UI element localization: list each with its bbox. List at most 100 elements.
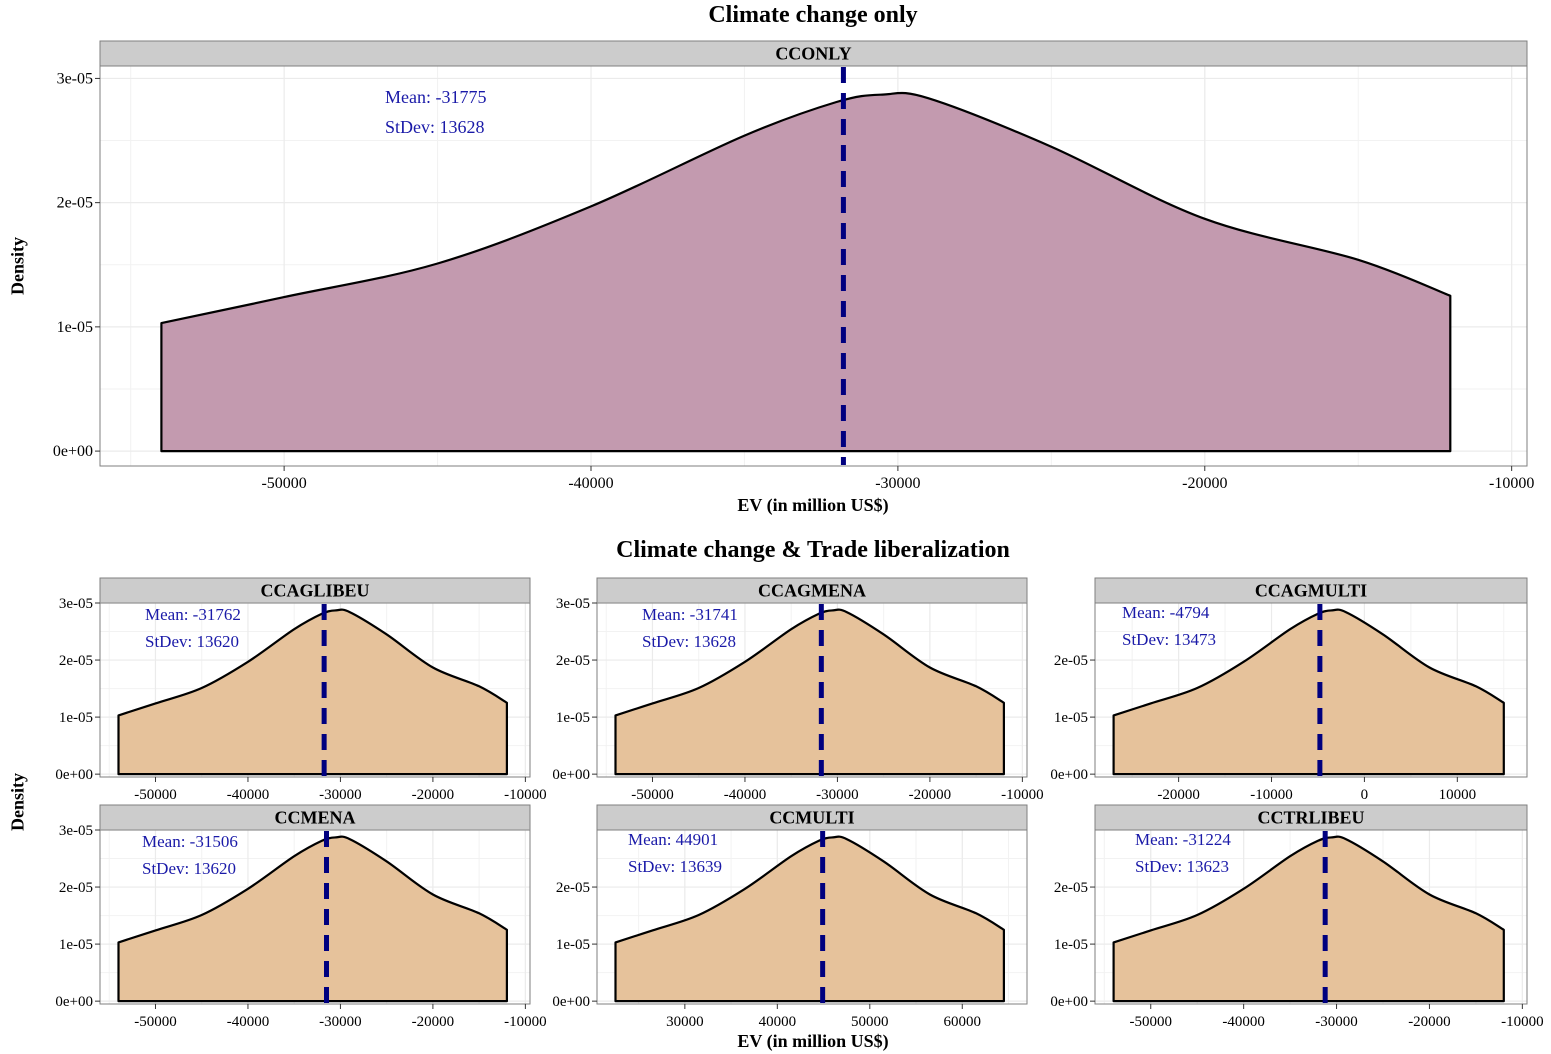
y-tick-label: 0e+00 (53, 443, 93, 460)
y-tick-label: 1e-05 (556, 710, 590, 726)
x-tick-label: -20000 (909, 787, 952, 803)
x-tick-label: -50000 (134, 1014, 177, 1030)
top-x-axis-title: EV (in million US$) (737, 495, 889, 515)
stdev-label-ccagmena: StDev: 13628 (642, 632, 736, 651)
strip-label-ccmulti: CCMULTI (769, 808, 854, 828)
panel-border-ccaglibeu (99, 602, 531, 778)
x-tick-label: -40000 (1222, 1014, 1265, 1030)
panel-cctrlibeu: CCTRLIBEU Mean: -31224 StDev: 13623 0e+00 1e… (1050, 804, 1544, 1030)
strip-label-ccagmena: CCAGMENA (758, 581, 866, 601)
x-tick-label: -40000 (568, 475, 613, 492)
panel-ccmulti: CCMULTI Mean: 44901 StDev: 13639 0e+00 1e-05… (552, 804, 1028, 1030)
strip-label-ccaglibeu: CCAGLIBEU (260, 581, 369, 601)
x-tick-label: 10000 (1439, 787, 1477, 803)
panel-cconly: CCONLY Mean: -31775 StDev: 13628 0e+00 1e-05… (53, 40, 1534, 492)
x-tick-label: 50000 (851, 1014, 889, 1030)
strip-ccmena (99, 804, 531, 831)
panel-border-ccagmulti (1094, 602, 1528, 778)
x-tick-label: -20000 (1182, 475, 1227, 492)
panel-ccagmena: CCAGMENA Mean: -31741 StDev: 13628 0e+00 1e-… (552, 577, 1044, 803)
stdev-label-ccmulti: StDev: 13639 (628, 857, 722, 876)
panel-border-ccagmena (596, 602, 1028, 778)
x-tick-label: -50000 (261, 475, 306, 492)
stdev-label-ccaglibeu: StDev: 13620 (145, 632, 239, 651)
stdev-label-ccagmulti: StDev: 13473 (1122, 630, 1216, 649)
density-area-ccmena (117, 835, 508, 1003)
y-tick-label: 3e-05 (59, 823, 93, 839)
mean-label-ccmulti: Mean: 44901 (628, 830, 718, 849)
x-tick-label: -20000 (1408, 1014, 1451, 1030)
x-tick-label: -10000 (1489, 475, 1534, 492)
density-area-cconly (160, 91, 1452, 453)
x-tick-label: -20000 (1157, 787, 1200, 803)
bottom-section-title: Climate change & Trade liberalization (616, 537, 1010, 563)
panel-ccaglibeu: CCAGLIBEU Mean: -31762 StDev: 13620 0e+00 1e… (55, 577, 547, 803)
stdev-label-cctrlibeu: StDev: 13623 (1135, 857, 1229, 876)
y-tick-label: 3e-05 (57, 70, 93, 87)
strip-cctrlibeu (1094, 804, 1528, 831)
x-tick-label: -40000 (227, 787, 270, 803)
strip-ccmulti (596, 804, 1028, 831)
mean-label-cctrlibeu: Mean: -31224 (1135, 830, 1231, 849)
x-tick-label: -10000 (1501, 1014, 1544, 1030)
y-tick-label: 3e-05 (556, 596, 590, 612)
x-tick-label: -20000 (412, 1014, 455, 1030)
strip-label-cconly: CCONLY (775, 44, 851, 64)
x-tick-label: 0 (1361, 787, 1369, 803)
y-tick-label: 2e-05 (1054, 653, 1088, 669)
y-tick-label: 2e-05 (59, 653, 93, 669)
mean-label-cconly: Mean: -31775 (385, 87, 486, 107)
strip-ccaglibeu (99, 577, 531, 604)
x-tick-label: -30000 (875, 475, 920, 492)
strip-label-ccagmulti: CCAGMULTI (1255, 581, 1367, 601)
panel-border-ccmena (99, 829, 531, 1005)
x-tick-label: -40000 (724, 787, 767, 803)
x-tick-label: -40000 (227, 1014, 270, 1030)
x-tick-label: -30000 (319, 1014, 362, 1030)
y-tick-label: 2e-05 (556, 880, 590, 896)
stdev-label-cconly: StDev: 13628 (385, 117, 485, 137)
x-tick-label: -30000 (816, 787, 859, 803)
y-tick-label: 0e+00 (552, 994, 590, 1010)
y-tick-label: 2e-05 (57, 195, 93, 212)
y-tick-label: 2e-05 (556, 653, 590, 669)
x-tick-label: 40000 (759, 1014, 797, 1030)
x-tick-label: -10000 (1001, 787, 1044, 803)
x-tick-label: -30000 (319, 787, 362, 803)
x-tick-label: -20000 (412, 787, 455, 803)
panel-ccagmulti: CCAGMULTI Mean: -4794 StDev: 13473 0e+00 1e-… (1050, 577, 1528, 803)
mean-label-ccagmulti: Mean: -4794 (1122, 603, 1210, 622)
density-area-ccagmulti (1112, 608, 1505, 776)
x-tick-label: -10000 (504, 787, 547, 803)
stdev-label-ccmena: StDev: 13620 (142, 859, 236, 878)
x-tick-label: -30000 (1315, 1014, 1358, 1030)
strip-label-ccmena: CCMENA (275, 808, 356, 828)
y-tick-label: 1e-05 (57, 319, 93, 336)
top-section-title: Climate change only (708, 2, 918, 28)
density-area-ccagmena (614, 608, 1005, 776)
mean-label-ccaglibeu: Mean: -31762 (145, 605, 241, 624)
x-tick-label: -50000 (134, 787, 177, 803)
y-tick-label: 1e-05 (59, 937, 93, 953)
x-tick-label: 60000 (944, 1014, 982, 1030)
strip-label-cctrlibeu: CCTRLIBEU (1257, 808, 1364, 828)
x-tick-label: -50000 (631, 787, 674, 803)
y-tick-label: 0e+00 (1050, 767, 1088, 783)
bottom-x-axis-title: EV (in million US$) (737, 1031, 889, 1051)
density-area-ccaglibeu (117, 608, 508, 776)
y-tick-label: 2e-05 (1054, 880, 1088, 896)
mean-label-ccagmena: Mean: -31741 (642, 605, 738, 624)
x-tick-label: -10000 (1250, 787, 1293, 803)
panel-border-cctrlibeu (1094, 829, 1528, 1005)
x-tick-label: -10000 (504, 1014, 547, 1030)
y-tick-label: 2e-05 (59, 880, 93, 896)
panel-ccmena: CCMENA Mean: -31506 StDev: 13620 0e+00 1e-05… (55, 804, 547, 1030)
y-tick-label: 3e-05 (59, 596, 93, 612)
strip-ccagmulti (1094, 577, 1528, 604)
y-tick-label: 1e-05 (556, 937, 590, 953)
strip-ccagmena (596, 577, 1028, 604)
mean-label-ccmena: Mean: -31506 (142, 832, 238, 851)
y-tick-label: 0e+00 (1050, 994, 1088, 1010)
